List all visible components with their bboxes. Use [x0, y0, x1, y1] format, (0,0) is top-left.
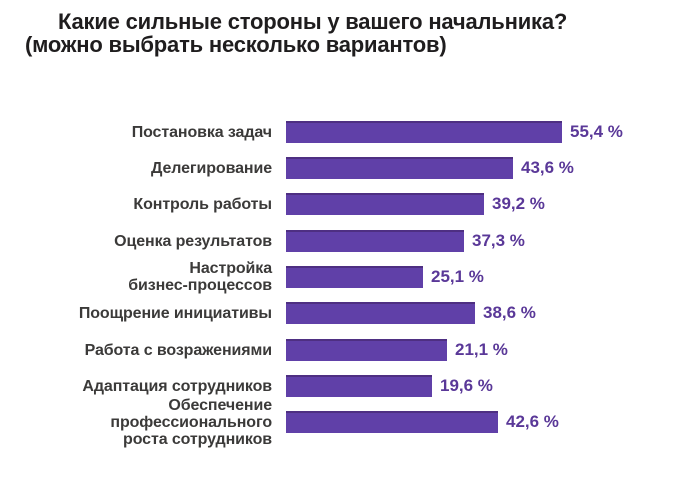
category-label: Оценка результатов	[114, 232, 272, 250]
bar-row: Обеспечение профессионального роста сотр…	[0, 397, 559, 448]
category-label: Обеспечение профессионального роста сотр…	[110, 396, 272, 448]
bar-row: Делегирование 43,6 %	[0, 157, 574, 179]
category-label: Адаптация сотрудников	[82, 377, 272, 395]
category-label: Контроль работы	[133, 195, 272, 213]
value-label: 37,3 %	[472, 231, 525, 250]
chart-title: Какие сильные стороны у вашего начальник…	[25, 10, 567, 56]
bar	[286, 230, 464, 252]
bar	[286, 193, 484, 215]
category-label: Настройка бизнес-процессов	[128, 260, 272, 294]
value-label: 19,6 %	[440, 376, 493, 395]
value-label: 55,4 %	[570, 122, 623, 141]
bar-row: Работа с возражениями 21,1 %	[0, 339, 508, 361]
value-label: 43,6 %	[521, 158, 574, 177]
bar	[286, 157, 513, 179]
category-label: Делегирование	[150, 159, 272, 177]
bar	[286, 302, 475, 324]
bar-row: Адаптация сотрудников 19,6 %	[0, 375, 493, 397]
bar-row: Контроль работы 39,2 %	[0, 193, 545, 215]
bar-row: Поощрение инициативы 38,6 %	[0, 302, 536, 324]
bar	[286, 375, 432, 397]
bar	[286, 266, 423, 288]
value-label: 39,2 %	[492, 194, 545, 213]
bar	[286, 339, 447, 361]
category-label: Поощрение инициативы	[78, 304, 272, 322]
value-label: 38,6 %	[483, 303, 536, 322]
bar	[286, 411, 498, 433]
value-label: 21,1 %	[455, 340, 508, 359]
chart-title-line2: (можно выбрать несколько вариантов)	[25, 32, 447, 57]
category-label: Работа с возражениями	[84, 341, 273, 359]
category-label: Постановка задач	[131, 123, 272, 141]
bar-row: Оценка результатов 37,3 %	[0, 230, 525, 252]
value-label: 25,1 %	[431, 267, 484, 286]
chart-title-line1: Какие сильные стороны у вашего начальник…	[58, 9, 568, 34]
bar	[286, 121, 562, 143]
bar-row: Настройка бизнес-процессов 25,1 %	[0, 260, 484, 294]
bar-row: Постановка задач 55,4 %	[0, 121, 623, 143]
value-label: 42,6 %	[506, 412, 559, 431]
